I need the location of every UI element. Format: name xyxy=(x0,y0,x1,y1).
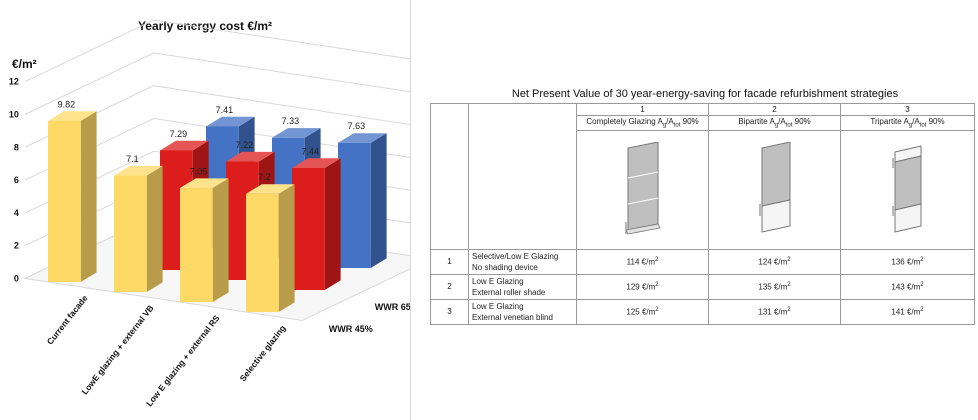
y-tick-label: 10 xyxy=(9,110,19,120)
bar-side xyxy=(80,111,97,282)
data-label: 7.22 xyxy=(236,140,254,150)
npv-value: 125 €/m2 xyxy=(576,298,709,325)
series-depth-label: WWR 45% xyxy=(329,324,373,334)
bar-top xyxy=(114,165,163,176)
y-tick-label: 12 xyxy=(9,77,19,87)
npv-value: 141 €/m2 xyxy=(840,298,975,325)
table-row: 1 Selective/Low E Glazing No shading devi… xyxy=(430,248,975,275)
table-row: 2 Low E Glazing External roller shade 129… xyxy=(430,273,975,300)
bar-side xyxy=(146,165,163,292)
bar xyxy=(114,175,147,292)
gridline xyxy=(24,52,410,115)
facade-bipartite-icon xyxy=(759,141,790,233)
npv-value: 136 €/m2 xyxy=(840,248,975,275)
data-label: 7.33 xyxy=(282,116,300,126)
energy-cost-chart: Yearly energy cost €/m²€/m²0246810127.41… xyxy=(9,19,410,409)
row-label: Low E Glazing External venetian blind xyxy=(468,298,577,325)
bar xyxy=(292,167,325,290)
chart-panel: Yearly energy cost €/m² €/m² 0 2 4 6 8 10 12 7.41… xyxy=(0,0,411,420)
facade-image-bipartite xyxy=(708,129,841,250)
facade-completely-glazing-icon xyxy=(624,141,661,235)
y-axis-label: €/m² xyxy=(12,57,37,71)
gridline xyxy=(24,19,410,83)
y-tick-label: 0 xyxy=(14,274,19,284)
bar-top xyxy=(180,178,229,189)
bar-top xyxy=(226,151,275,162)
bar xyxy=(48,120,81,283)
category-label: LowE glazing + external VB xyxy=(80,303,156,396)
column-label: Tripartite Ag/Atot 90% xyxy=(840,115,975,131)
y-tick-label: 4 xyxy=(14,208,19,218)
npv-value: 143 €/m2 xyxy=(840,273,975,300)
bar-side xyxy=(278,184,295,312)
bar-top xyxy=(160,140,209,151)
data-label: 7.44 xyxy=(302,146,320,156)
column-number: 3 xyxy=(840,103,975,116)
npv-value: 114 €/m2 xyxy=(576,248,709,275)
npv-value: 131 €/m2 xyxy=(708,298,841,325)
category-label: Current facade xyxy=(45,293,90,347)
facade-tripartite-icon xyxy=(892,144,921,233)
bar xyxy=(338,142,371,268)
data-label: 7.29 xyxy=(170,129,188,139)
bar-top xyxy=(206,116,255,127)
y-tick-label: 8 xyxy=(14,142,19,152)
bar-side xyxy=(212,178,229,302)
bar-top xyxy=(48,111,97,121)
facade-image-completely-glazing xyxy=(576,129,709,250)
bar-top xyxy=(292,158,341,168)
npv-value: 135 €/m2 xyxy=(708,273,841,300)
column-label: Bipartite Ag/Atot 90% xyxy=(708,115,841,131)
table-title: Net Present Value of 30 year-energy-savi… xyxy=(511,88,899,100)
table-corner-cell xyxy=(468,103,577,250)
category-label: Low E glazing + external RS xyxy=(144,313,222,409)
bar-top xyxy=(272,128,321,138)
table-image-row xyxy=(431,129,975,250)
npv-value: 129 €/m2 xyxy=(576,273,709,300)
bar xyxy=(180,188,213,302)
bar-top xyxy=(338,133,387,143)
bar-side xyxy=(370,133,387,268)
row-number: 1 xyxy=(430,248,469,275)
npv-value: 124 €/m2 xyxy=(708,248,841,275)
row-label: Selective/Low E Glazing No shading device xyxy=(468,248,577,275)
column-number: 1 xyxy=(576,103,709,116)
data-label: 7.1 xyxy=(126,154,139,164)
bar-side xyxy=(324,158,341,290)
facade-image-tripartite xyxy=(840,129,975,250)
column-label: Completely Glazing Ag/Atot 90% xyxy=(576,115,709,131)
bar-top xyxy=(246,184,295,194)
table-row: 3 Low E Glazing External venetian blind 1… xyxy=(430,298,975,325)
y-tick-label: 2 xyxy=(14,241,19,251)
row-number: 3 xyxy=(430,298,469,325)
y-tick-label: 6 xyxy=(14,175,19,185)
series-depth-label: WWR 65% xyxy=(375,302,410,312)
bar xyxy=(246,193,279,312)
npv-table: 1 2 3 Completely Glazing Ag/Atot 90% Bip… xyxy=(430,103,975,325)
data-label: 7.2 xyxy=(258,172,271,182)
data-label: 7.63 xyxy=(348,121,366,131)
data-label: 7.41 xyxy=(216,105,234,115)
category-label: Selective glazing xyxy=(238,323,288,383)
table-corner-cell xyxy=(430,103,469,250)
data-label: 7.05 xyxy=(190,166,208,176)
table-header-row: 1 2 3 xyxy=(430,103,975,250)
column-number: 2 xyxy=(708,103,841,116)
row-label: Low E Glazing External roller shade xyxy=(468,273,577,300)
row-number: 2 xyxy=(430,273,469,300)
data-label: 9.82 xyxy=(58,99,76,109)
